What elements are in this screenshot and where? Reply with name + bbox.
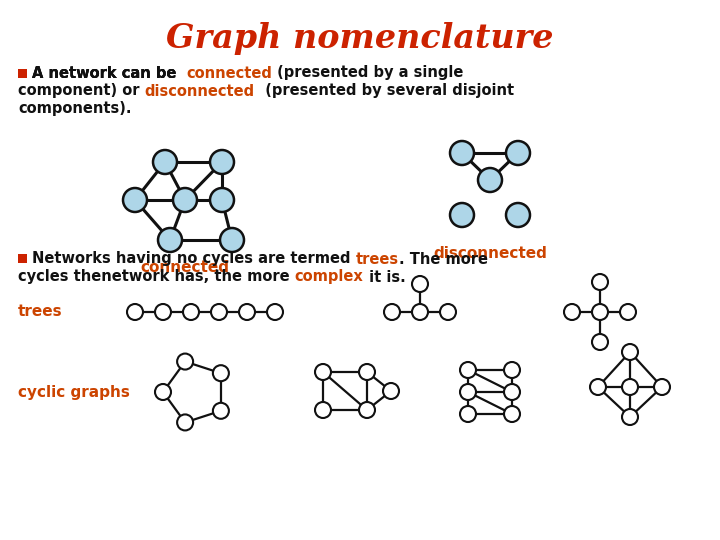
- Circle shape: [211, 304, 227, 320]
- Text: connected: connected: [186, 65, 272, 80]
- Circle shape: [592, 274, 608, 290]
- Circle shape: [412, 304, 428, 320]
- Circle shape: [123, 188, 147, 212]
- Text: component) or: component) or: [18, 84, 145, 98]
- Text: cyclic graphs: cyclic graphs: [18, 384, 130, 400]
- Circle shape: [158, 228, 182, 252]
- Circle shape: [622, 409, 638, 425]
- Circle shape: [383, 383, 399, 399]
- Text: disconnected: disconnected: [433, 246, 547, 260]
- Circle shape: [504, 406, 520, 422]
- Circle shape: [504, 384, 520, 400]
- Circle shape: [450, 141, 474, 165]
- Text: (presented by a single: (presented by a single: [272, 65, 464, 80]
- Text: components).: components).: [18, 102, 132, 117]
- Circle shape: [592, 334, 608, 350]
- Circle shape: [460, 406, 476, 422]
- Circle shape: [213, 365, 229, 381]
- Text: trees: trees: [18, 305, 63, 320]
- Circle shape: [450, 203, 474, 227]
- Circle shape: [504, 362, 520, 378]
- Circle shape: [654, 379, 670, 395]
- Text: disconnected: disconnected: [145, 84, 255, 98]
- Circle shape: [177, 354, 193, 369]
- Circle shape: [359, 402, 375, 418]
- Circle shape: [592, 304, 608, 320]
- Circle shape: [177, 414, 193, 430]
- Circle shape: [384, 304, 400, 320]
- Bar: [18, 69, 27, 78]
- Text: Graph nomenclature: Graph nomenclature: [166, 22, 554, 55]
- Circle shape: [210, 150, 234, 174]
- Circle shape: [267, 304, 283, 320]
- Circle shape: [506, 141, 530, 165]
- Circle shape: [440, 304, 456, 320]
- Circle shape: [622, 379, 638, 395]
- Circle shape: [127, 304, 143, 320]
- Circle shape: [155, 384, 171, 400]
- Circle shape: [620, 304, 636, 320]
- Circle shape: [460, 384, 476, 400]
- Text: A network can be: A network can be: [32, 65, 186, 80]
- Circle shape: [220, 228, 244, 252]
- Text: connected: connected: [140, 260, 230, 275]
- Text: cycles thenetwork has, the more: cycles thenetwork has, the more: [18, 269, 294, 285]
- Circle shape: [506, 203, 530, 227]
- Circle shape: [315, 364, 331, 380]
- Circle shape: [478, 168, 502, 192]
- Circle shape: [239, 304, 255, 320]
- Circle shape: [213, 403, 229, 419]
- Circle shape: [460, 362, 476, 378]
- Circle shape: [622, 344, 638, 360]
- Text: it is.: it is.: [364, 269, 405, 285]
- Text: A network can be: A network can be: [32, 65, 181, 80]
- Circle shape: [153, 150, 177, 174]
- Circle shape: [155, 304, 171, 320]
- Circle shape: [315, 402, 331, 418]
- Circle shape: [564, 304, 580, 320]
- Circle shape: [412, 276, 428, 292]
- Circle shape: [173, 188, 197, 212]
- Text: trees: trees: [356, 252, 399, 267]
- Text: (presented by several disjoint: (presented by several disjoint: [255, 84, 514, 98]
- Circle shape: [359, 364, 375, 380]
- Bar: [18, 254, 27, 263]
- Text: Networks having no cycles are termed: Networks having no cycles are termed: [32, 252, 356, 267]
- Text: complex: complex: [294, 269, 364, 285]
- Text: . The more: . The more: [399, 252, 487, 267]
- Text: A network can be: A network can be: [32, 65, 181, 80]
- Circle shape: [210, 188, 234, 212]
- Circle shape: [590, 379, 606, 395]
- Circle shape: [183, 304, 199, 320]
